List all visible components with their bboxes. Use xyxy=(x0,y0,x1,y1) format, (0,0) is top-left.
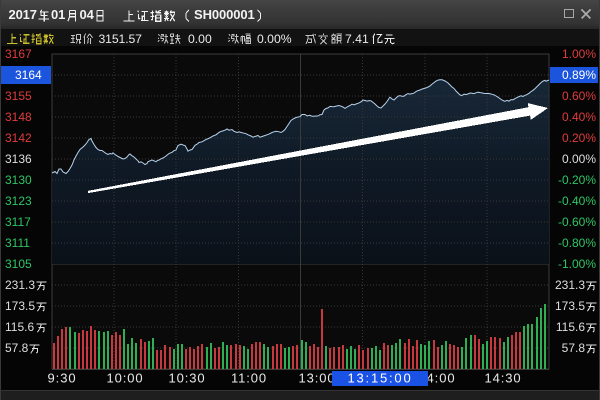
svg-text:-0.80%: -0.80% xyxy=(558,236,596,250)
svg-text:10:00: 10:00 xyxy=(106,371,143,386)
svg-text:13:15:00: 13:15:00 xyxy=(347,371,412,386)
svg-text:-0.60%: -0.60% xyxy=(558,215,596,229)
svg-text:11:00: 11:00 xyxy=(231,371,267,386)
svg-text:0.00%: 0.00% xyxy=(257,32,292,46)
svg-text:3136: 3136 xyxy=(5,152,32,166)
svg-text:14:30: 14:30 xyxy=(484,371,521,386)
svg-text:1.00%: 1.00% xyxy=(562,47,596,61)
svg-text:3142: 3142 xyxy=(5,131,32,145)
svg-text:3155: 3155 xyxy=(5,89,32,103)
svg-text:115.6: 115.6 xyxy=(556,320,585,334)
svg-text:3151.57: 3151.57 xyxy=(99,32,143,46)
svg-text:173.5: 173.5 xyxy=(5,299,35,313)
svg-text:13:00: 13:00 xyxy=(298,371,335,386)
svg-text:3164: 3164 xyxy=(15,68,42,82)
svg-text:231.3: 231.3 xyxy=(555,278,585,292)
svg-text:3117: 3117 xyxy=(5,215,31,229)
svg-text:57.8: 57.8 xyxy=(5,341,29,355)
svg-text:0.00: 0.00 xyxy=(188,32,212,46)
svg-text:0.60%: 0.60% xyxy=(562,89,596,103)
svg-text:231.3: 231.3 xyxy=(5,278,35,292)
svg-text:0.40%: 0.40% xyxy=(562,110,596,124)
svg-text:-1.00%: -1.00% xyxy=(558,257,596,271)
svg-text:0.89%: 0.89% xyxy=(562,68,596,82)
svg-text:2017: 2017 xyxy=(9,7,37,22)
svg-text:3123: 3123 xyxy=(5,194,32,208)
svg-text:57.8: 57.8 xyxy=(562,341,586,355)
svg-text:01: 01 xyxy=(51,7,65,22)
svg-text:4:00: 4:00 xyxy=(427,371,456,386)
svg-text:10:30: 10:30 xyxy=(168,371,205,386)
svg-text:3105: 3105 xyxy=(5,257,32,271)
svg-text:3148: 3148 xyxy=(5,110,32,124)
svg-text:-0.40%: -0.40% xyxy=(558,194,596,208)
svg-text:-0.20%: -0.20% xyxy=(558,173,596,187)
svg-text:3130: 3130 xyxy=(5,173,32,187)
svg-text:3111: 3111 xyxy=(5,236,30,250)
svg-text:7.41: 7.41 xyxy=(345,32,369,46)
svg-text:9:30: 9:30 xyxy=(48,371,77,386)
svg-text:SH000001: SH000001 xyxy=(194,7,255,22)
svg-text:3167: 3167 xyxy=(5,47,32,61)
svg-text:04: 04 xyxy=(80,7,95,22)
svg-text:173.5: 173.5 xyxy=(555,299,585,313)
svg-text:115.6: 115.6 xyxy=(5,320,34,334)
svg-text:0.20%: 0.20% xyxy=(562,131,596,145)
svg-text:0.00%: 0.00% xyxy=(562,152,596,166)
